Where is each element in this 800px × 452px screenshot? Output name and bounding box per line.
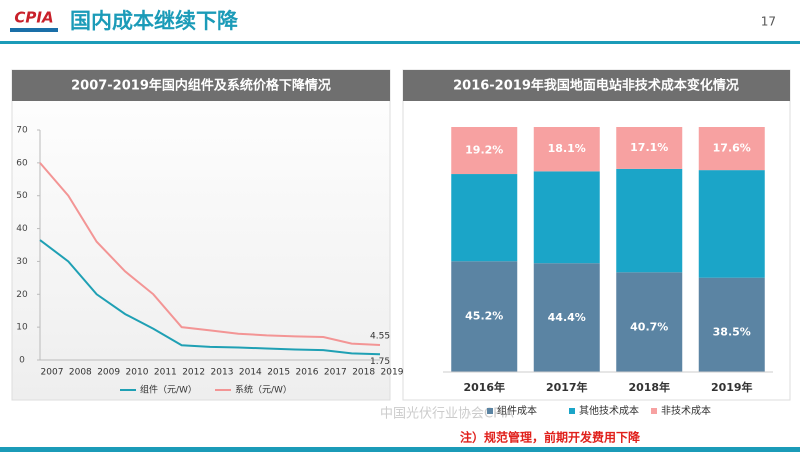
bar-segment	[451, 261, 518, 372]
bar-segment	[698, 170, 765, 278]
x-tick-label: 2015	[267, 368, 290, 378]
data-label: 38.5%	[713, 326, 751, 339]
legend-label: 组件（元/W）	[140, 384, 197, 396]
legend-swatch	[651, 408, 657, 414]
x-tick-label: 2008	[69, 368, 92, 378]
data-label: 18.1%	[548, 142, 586, 155]
y-tick-label: 20	[16, 290, 28, 300]
legend-swatch	[569, 408, 575, 414]
bar-segment	[698, 277, 765, 372]
bar-segment	[451, 174, 518, 262]
bar-segment	[451, 127, 518, 175]
x-tick-label: 2013	[211, 368, 234, 378]
legend-label: 非技术成本	[661, 404, 711, 417]
x-tick-label: 2017	[324, 368, 347, 378]
line	[39, 239, 381, 356]
page-number: 17	[761, 15, 776, 29]
data-label: 44.4%	[548, 311, 586, 324]
bar-segment	[533, 171, 600, 264]
x-tick-label: 2016年	[463, 380, 505, 394]
y-tick-label: 10	[16, 323, 28, 333]
y-tick-label: 40	[16, 224, 28, 234]
y-tick-label: 70	[16, 126, 28, 136]
data-label: 40.7%	[630, 320, 668, 333]
x-tick-label: 2018年	[628, 380, 670, 394]
chart-title: 2016-2019年我国地面电站非技术成本变化情况	[453, 78, 739, 94]
data-label: 17.6%	[713, 142, 751, 155]
data-label: 17.1%	[630, 141, 668, 154]
x-tick-label: 2018	[352, 368, 375, 378]
slide-title: 国内成本继续下降	[70, 9, 239, 33]
watermark: 中国光伏行业协会CPIA	[380, 407, 514, 422]
bar-segment	[533, 263, 600, 372]
footer-bar	[0, 447, 800, 452]
bar-segment	[616, 127, 683, 169]
left-title-bar	[12, 70, 390, 101]
note: 注）规范管理，前期开发费用下降	[460, 430, 641, 445]
x-tick-label: 2010	[126, 368, 149, 378]
x-tick-label: 2007	[41, 368, 64, 378]
y-tick-label: 60	[16, 158, 28, 168]
x-tick-label: 2019年	[711, 380, 753, 394]
line	[39, 162, 381, 347]
bar-segment	[616, 272, 683, 372]
right-title-bar	[403, 70, 790, 101]
legend-label: 系统（元/W）	[235, 384, 292, 396]
y-tick-label: 50	[16, 191, 28, 201]
x-tick-label: 2011	[154, 368, 177, 378]
data-label: 45.2%	[465, 309, 503, 322]
x-tick-label: 2009	[97, 368, 120, 378]
x-tick-label: 2017年	[546, 380, 588, 394]
legend-label: 组件成本	[497, 404, 537, 417]
legend-label: 其他技术成本	[579, 404, 639, 417]
logo: CPIA	[14, 9, 53, 27]
header-rule	[0, 41, 800, 44]
x-tick-label: 2014	[239, 368, 262, 378]
data-label: 1.75	[370, 357, 390, 367]
data-label: 4.55	[370, 332, 390, 342]
data-label: 19.2%	[465, 144, 503, 157]
bar-segment	[698, 127, 765, 171]
y-tick-label: 30	[16, 257, 28, 267]
logo-bar	[10, 28, 58, 32]
bar-segment	[533, 127, 600, 172]
legend-swatch	[487, 408, 493, 414]
left-panel	[11, 69, 391, 401]
bar-segment	[616, 168, 683, 273]
x-tick-label: 2019	[381, 368, 404, 378]
x-tick-label: 2012	[182, 368, 205, 378]
x-tick-label: 2016	[296, 368, 319, 378]
y-tick-label: 0	[19, 356, 25, 366]
chart-title: 2007-2019年国内组件及系统价格下降情况	[71, 78, 331, 94]
